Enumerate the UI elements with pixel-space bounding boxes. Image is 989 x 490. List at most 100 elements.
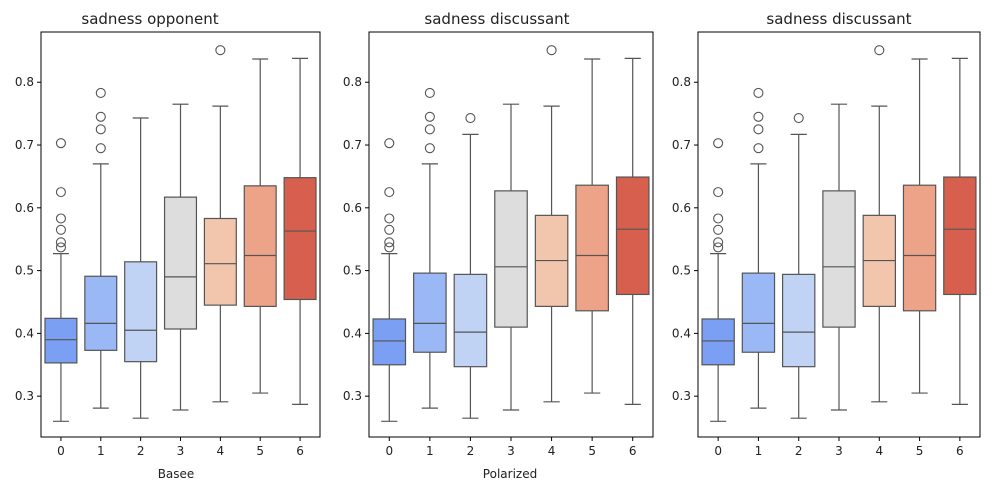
iqr-box [822, 190, 856, 328]
iqr-box [615, 176, 650, 296]
box-group-4 [203, 45, 237, 403]
y-tick-label: 0.6 [343, 201, 362, 215]
panel-1-xlabel: Basee [158, 467, 195, 481]
x-tick-label: 2 [137, 444, 145, 458]
box-group-6 [283, 57, 317, 405]
iqr-box [575, 184, 609, 312]
iqr-box [44, 317, 78, 364]
box-group-1 [741, 87, 776, 409]
panel-2: sadness discussant Polarized 0.3 0.4 0.5 0.… [343, 10, 654, 481]
box-group-0 [44, 138, 78, 422]
y-tick-label: 0.6 [15, 201, 34, 215]
x-tick-label: 1 [97, 444, 105, 458]
outlier-point [424, 111, 435, 122]
x-tick-label: 0 [57, 444, 65, 458]
outlier-point [713, 242, 724, 253]
box-group-5 [902, 58, 937, 394]
iqr-box [124, 261, 158, 363]
iqr-box [283, 177, 317, 301]
iqr-box [741, 272, 776, 353]
iqr-box [701, 318, 735, 366]
x-tick-label: 2 [467, 444, 475, 458]
box-group-2 [124, 117, 158, 419]
y-tick-label: 0.4 [672, 326, 691, 340]
y-tick-label: 0.6 [672, 201, 691, 215]
y-tick-label: 0.3 [672, 389, 691, 403]
box-group-2 [453, 112, 488, 419]
x-tick-label: 6 [296, 444, 304, 458]
x-tick-label: 3 [835, 444, 843, 458]
box-group-0 [701, 138, 735, 422]
panel-3: sadness discussant 0.3 0.4 0.5 0.6 0.7 0.8 0 1 2… [672, 10, 981, 458]
box-group-5 [243, 58, 277, 394]
x-tick-label: 0 [385, 444, 393, 458]
outlier-point [384, 242, 395, 253]
outlier-point [753, 124, 764, 135]
x-tick-label: 3 [507, 444, 515, 458]
outlier-point [384, 187, 395, 198]
outlier-point [95, 87, 106, 98]
outlier-point [465, 112, 476, 124]
x-tick-label: 0 [714, 444, 722, 458]
y-tick-label: 0.8 [672, 75, 691, 89]
x-tick-label: 5 [916, 444, 924, 458]
outlier-point [55, 138, 66, 149]
box-group-1 [84, 87, 118, 409]
x-tick-label: 2 [795, 444, 803, 458]
outlier-point [424, 87, 435, 98]
outlier-point [753, 143, 764, 154]
iqr-box [943, 176, 977, 296]
box-group-3 [163, 103, 198, 411]
box-group-1 [413, 87, 447, 409]
x-tick-label: 6 [956, 444, 964, 458]
outlier-point [713, 138, 724, 149]
outlier-point [384, 224, 395, 235]
x-tick-label: 4 [875, 444, 883, 458]
outlier-point [424, 124, 435, 135]
box-group-5 [575, 58, 609, 394]
y-tick-label: 0.7 [15, 138, 34, 152]
outlier-point [753, 87, 764, 98]
outlier-point [384, 138, 395, 149]
iqr-box [902, 184, 937, 312]
y-tick-label: 0.4 [15, 326, 34, 340]
y-tick-label: 0.3 [343, 389, 362, 403]
outlier-point [55, 242, 66, 253]
panel-2-xlabel: Polarized [483, 467, 537, 481]
panel-2-title: sadness discussant [424, 10, 569, 28]
y-tick-label: 0.8 [15, 75, 34, 89]
iqr-box [494, 190, 528, 328]
box-group-4 [862, 45, 897, 403]
outlier-point [874, 45, 885, 56]
panel-3-title: sadness discussant [766, 10, 911, 28]
x-tick-label: 4 [217, 444, 225, 458]
outlier-point [546, 45, 557, 56]
y-tick-label: 0.5 [672, 264, 691, 278]
outlier-point [384, 213, 395, 224]
y-tick-label: 0.3 [15, 389, 34, 403]
outlier-point [55, 237, 66, 248]
box-group-3 [822, 103, 856, 411]
x-tick-label: 5 [256, 444, 264, 458]
outlier-point [55, 213, 66, 224]
iqr-box [453, 273, 488, 368]
outlier-point [713, 213, 724, 224]
x-tick-label: 1 [755, 444, 763, 458]
outlier-point [95, 143, 106, 154]
box-group-0 [372, 138, 407, 422]
outlier-point [95, 124, 106, 135]
panel-1: sadness opponent Basee 0.3 0.4 0.5 0.6 0.7 0.… [15, 10, 321, 481]
outlier-point [713, 237, 724, 248]
iqr-box [781, 273, 816, 368]
iqr-box [243, 185, 277, 307]
y-tick-label: 0.7 [672, 138, 691, 152]
outlier-point [753, 111, 764, 122]
outlier-point [713, 187, 724, 198]
iqr-box [163, 196, 198, 330]
box-group-3 [494, 103, 528, 411]
y-tick-label: 0.4 [343, 326, 362, 340]
y-tick-label: 0.7 [343, 138, 362, 152]
box-group-2 [781, 112, 816, 419]
y-tick-label: 0.8 [343, 75, 362, 89]
